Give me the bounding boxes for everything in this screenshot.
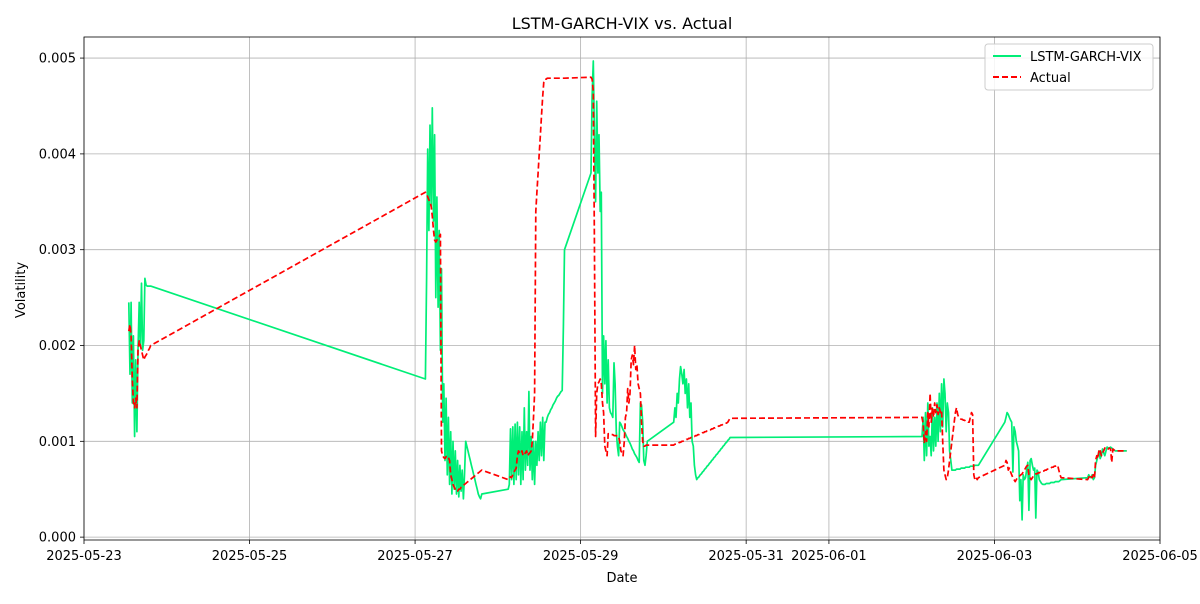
series-layer <box>127 60 1127 521</box>
x-tick-label: 2025-05-27 <box>377 549 453 564</box>
legend-box <box>984 43 1154 91</box>
plot-frame <box>83 36 1161 541</box>
y-tick-label: 0.002 <box>39 339 76 354</box>
tick-layer: 2025-05-23 2025-05-25 2025-05-27 2025-05-29… <box>39 52 1198 564</box>
x-tick-label: 2025-06-01 <box>791 549 867 564</box>
x-tick-label: 2025-06-03 <box>957 549 1033 564</box>
series-line-lstm-garch-vix <box>127 60 1127 521</box>
y-tick-label: 0.004 <box>39 147 76 162</box>
chart-title: LSTM-GARCH-VIX vs. Actual <box>512 14 733 33</box>
x-tick-label: 2025-06-05 <box>1122 549 1198 564</box>
y-tick-label: 0.003 <box>39 243 76 258</box>
legend-label-actual: Actual <box>1030 71 1071 86</box>
y-tick-label: 0.001 <box>39 435 76 450</box>
x-tick-label: 2025-05-25 <box>212 549 288 564</box>
y-axis-label: Volatility <box>14 262 29 318</box>
y-tick-label: 0.005 <box>39 52 76 67</box>
x-tick-label: 2025-05-23 <box>46 549 122 564</box>
x-tick-label: 2025-05-29 <box>543 549 619 564</box>
legend: LSTM-GARCH-VIX Actual <box>984 43 1154 91</box>
x-axis-label: Date <box>606 571 637 586</box>
legend-label-lstm-garch-vix: LSTM-GARCH-VIX <box>1030 50 1142 65</box>
series-line-actual <box>127 76 1127 492</box>
x-tick-label: 2025-05-31 <box>708 549 784 564</box>
y-tick-label: 0.000 <box>39 531 76 546</box>
